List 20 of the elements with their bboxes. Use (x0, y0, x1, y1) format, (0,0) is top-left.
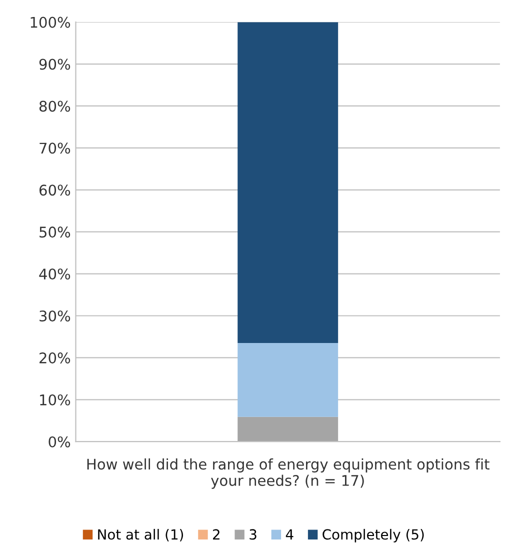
legend-label: 3 (250, 529, 256, 540)
y-tick-label: 80% (39, 100, 70, 112)
legend-label: Not at all (1) (98, 528, 184, 542)
y-tick-label: 100% (30, 16, 70, 28)
bar (238, 343, 338, 417)
legend-label: Completely (5) (322, 528, 424, 542)
bar (238, 22, 338, 344)
legend-label: 4 (286, 529, 294, 540)
bar (238, 416, 338, 442)
y-tick-label: 40% (39, 268, 70, 280)
y-tick-label: 10% (40, 394, 70, 406)
y-tick-label: 20% (40, 352, 70, 364)
y-tick-label: 70% (40, 142, 70, 154)
y-tick-label: 30% (40, 310, 70, 322)
y-tick-label: 50% (40, 226, 70, 238)
legend-label: 2 (213, 529, 220, 540)
y-tick-label: 90% (39, 58, 70, 70)
y-tick-label: 0% (48, 436, 70, 448)
x-tick-label: How well did the range of energy equipment options fit your needs? (n = 17) (87, 458, 490, 489)
y-tick-label: 60% (39, 184, 70, 196)
